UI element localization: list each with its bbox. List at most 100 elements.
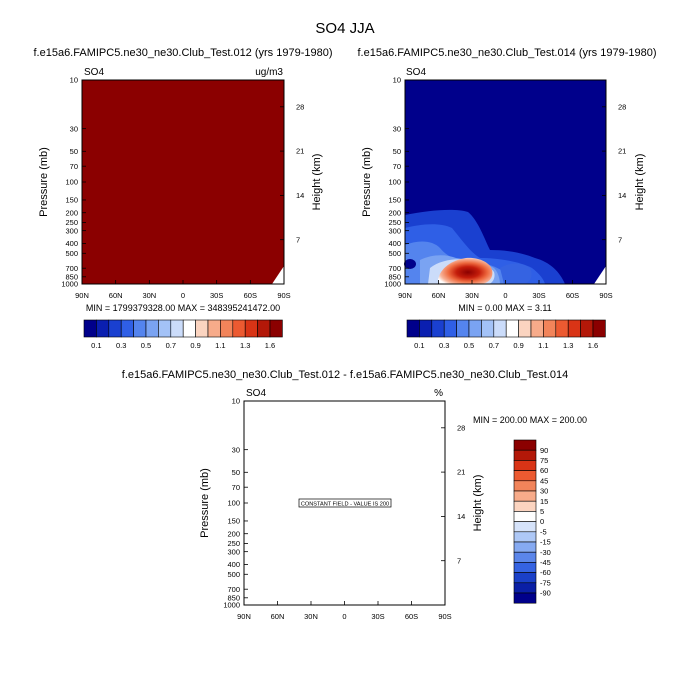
panel-1-y2-axis: 28 21 14 7 <box>280 102 304 244</box>
colorbar-box <box>133 319 147 338</box>
panel-1-colorbar <box>83 319 283 338</box>
panel-3: f.e15a6.FAMIPC5.ne30_ne30.Club_Test.012 … <box>122 369 587 621</box>
colorbar-box <box>108 319 122 338</box>
panel-3-y2-axis: 28 21 14 7 <box>441 423 465 565</box>
y-tick-label: 500 <box>388 249 401 258</box>
y-tick-label: 850 <box>388 272 401 281</box>
colorbar-label: 0.9 <box>513 341 523 350</box>
colorbar-box <box>232 319 246 338</box>
panel-2-variable: SO4 <box>406 67 426 78</box>
y-tick-label: 250 <box>388 218 401 227</box>
y-tick-label: 10 <box>232 397 240 406</box>
colorbar-label: -90 <box>540 589 551 598</box>
colorbar-box <box>505 319 519 338</box>
y-tick-label: 200 <box>227 529 240 538</box>
colorbar-box <box>170 319 184 338</box>
panel-1-title: f.e15a6.FAMIPC5.ne30_ne30.Club_Test.012 … <box>33 47 332 59</box>
y-tick-label: 30 <box>70 124 78 133</box>
colorbar-box <box>567 319 581 338</box>
x-tick-label: 30N <box>465 291 479 300</box>
panel-2-y2label: Height (km) <box>634 154 646 211</box>
colorbar-box <box>456 319 470 338</box>
colorbar-label: 0.1 <box>414 341 424 350</box>
x-tick-label: 60N <box>432 291 446 300</box>
y-tick-label: 30 <box>393 124 401 133</box>
colorbar-label: -45 <box>540 558 551 567</box>
hotspot-max <box>438 257 493 284</box>
y-tick-label: 30 <box>232 445 240 454</box>
panel-1-variable: SO4 <box>84 67 104 78</box>
panel-1-x-axis: 90N 60N 30N 0 30S 60S 90S <box>75 280 291 300</box>
colorbar-label: 0.7 <box>166 341 176 350</box>
panel-2-colorbar <box>406 319 606 338</box>
y-tick-label: 10 <box>393 76 401 85</box>
x-tick-label: 90N <box>75 291 89 300</box>
y-tick-label: 500 <box>227 570 240 579</box>
colorbar-box <box>580 319 594 338</box>
colorbar-box <box>419 319 433 338</box>
y-tick-label: 10 <box>70 76 78 85</box>
colorbar-label: -60 <box>540 568 551 577</box>
colorbar-box <box>513 500 537 512</box>
colorbar-box <box>513 592 537 604</box>
x-tick-label: 90S <box>599 291 612 300</box>
panel-3-annotation: CONSTANT FIELD - VALUE IS 200 <box>301 502 389 508</box>
colorbar-box <box>220 319 234 338</box>
panel-2-title: f.e15a6.FAMIPC5.ne30_ne30.Club_Test.014 … <box>357 47 656 59</box>
colorbar-box <box>513 480 537 492</box>
panel-3-y2label: Height (km) <box>472 475 484 532</box>
colorbar-label: 1.1 <box>215 341 225 350</box>
colorbar-box <box>96 319 110 338</box>
y-tick-label: 200 <box>65 208 78 217</box>
panel-2: f.e15a6.FAMIPC5.ne30_ne30.Club_Test.014 … <box>357 47 656 350</box>
colorbar-box <box>182 319 196 338</box>
panel-3-x-axis: 90N 60N 30N 0 30S 60S 90S <box>237 601 452 621</box>
colorbar-box <box>543 319 557 338</box>
colorbar-box <box>513 439 537 451</box>
colorbar-box <box>513 562 537 573</box>
panel-1-colorbar-labels: 0.1 0.3 0.5 0.7 0.9 1.1 1.3 1.6 <box>91 341 275 350</box>
colorbar-label: 60 <box>540 466 548 475</box>
colorbar-label: 0.5 <box>141 341 151 350</box>
colorbar-box <box>513 551 537 563</box>
panel-1-ylabel: Pressure (mb) <box>38 147 50 217</box>
colorbar-box <box>513 460 537 471</box>
colorbar-label: 0.5 <box>464 341 474 350</box>
y2-tick-label: 7 <box>296 235 300 244</box>
y-tick-label: 150 <box>388 196 401 205</box>
x-tick-label: 30S <box>371 612 384 621</box>
colorbar-box <box>269 319 283 338</box>
y-tick-label: 100 <box>388 178 401 187</box>
colorbar-box <box>244 319 258 338</box>
y-tick-label: 50 <box>70 147 78 156</box>
y-tick-label: 70 <box>70 162 78 171</box>
colorbar-box <box>493 319 507 338</box>
colorbar-box <box>158 319 172 338</box>
colorbar-label: 15 <box>540 497 548 506</box>
y-tick-label: 300 <box>388 226 401 235</box>
y-tick-label: 300 <box>65 226 78 235</box>
colorbar-label: 0.9 <box>190 341 200 350</box>
colorbar-box <box>513 449 537 461</box>
figure-title: SO4 JJA <box>315 20 374 37</box>
colorbar-label: -15 <box>540 538 551 547</box>
colorbar-box <box>468 319 482 338</box>
x-tick-label: 30N <box>304 612 318 621</box>
x-tick-label: 60S <box>244 291 257 300</box>
panel-2-ylabel: Pressure (mb) <box>361 147 373 217</box>
panel-3-stats: MIN = 200.00 MAX = 200.00 <box>473 415 587 425</box>
y-tick-label: 150 <box>227 517 240 526</box>
colorbar-box <box>513 572 537 584</box>
y-tick-label: 50 <box>393 147 401 156</box>
colorbar-box <box>555 319 569 338</box>
contour-patch-south <box>500 263 532 284</box>
panel-3-ylabel: Pressure (mb) <box>199 468 211 538</box>
colorbar-label: 0.3 <box>439 341 449 350</box>
colorbar-label: 0.3 <box>116 341 126 350</box>
y-tick-label: 400 <box>388 239 401 248</box>
colorbar-label: 75 <box>540 456 548 465</box>
colorbar-box <box>257 319 271 338</box>
colorbar-box <box>513 582 537 594</box>
y-tick-label: 1000 <box>384 280 401 289</box>
